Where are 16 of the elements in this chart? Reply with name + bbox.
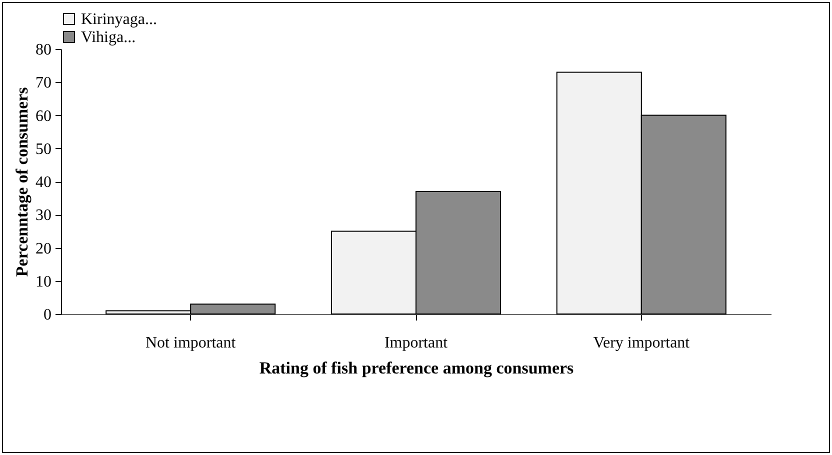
x-axis-title: Rating of fish preference among consumers bbox=[259, 358, 574, 378]
y-tick-label: 30 bbox=[36, 207, 52, 224]
legend-label: Kirinyaga... bbox=[81, 11, 157, 28]
x-tick-label: Important bbox=[384, 334, 448, 352]
x-tick-label: Not important bbox=[145, 334, 236, 352]
y-tick-label: 60 bbox=[36, 108, 52, 125]
y-axis-title: Percenntage of consumers bbox=[12, 86, 32, 277]
y-tick-label: 70 bbox=[36, 74, 52, 92]
y-tick-label: 20 bbox=[36, 240, 52, 258]
y-tick-label: 50 bbox=[36, 140, 52, 158]
y-tick-label: 0 bbox=[44, 306, 52, 324]
legend-label: Vihiga... bbox=[81, 29, 136, 46]
y-tick-label: 40 bbox=[36, 174, 52, 191]
y-tick-label: 10 bbox=[36, 273, 52, 290]
y-tick-label: 80 bbox=[36, 42, 52, 58]
x-tick-label: Very important bbox=[593, 334, 690, 352]
